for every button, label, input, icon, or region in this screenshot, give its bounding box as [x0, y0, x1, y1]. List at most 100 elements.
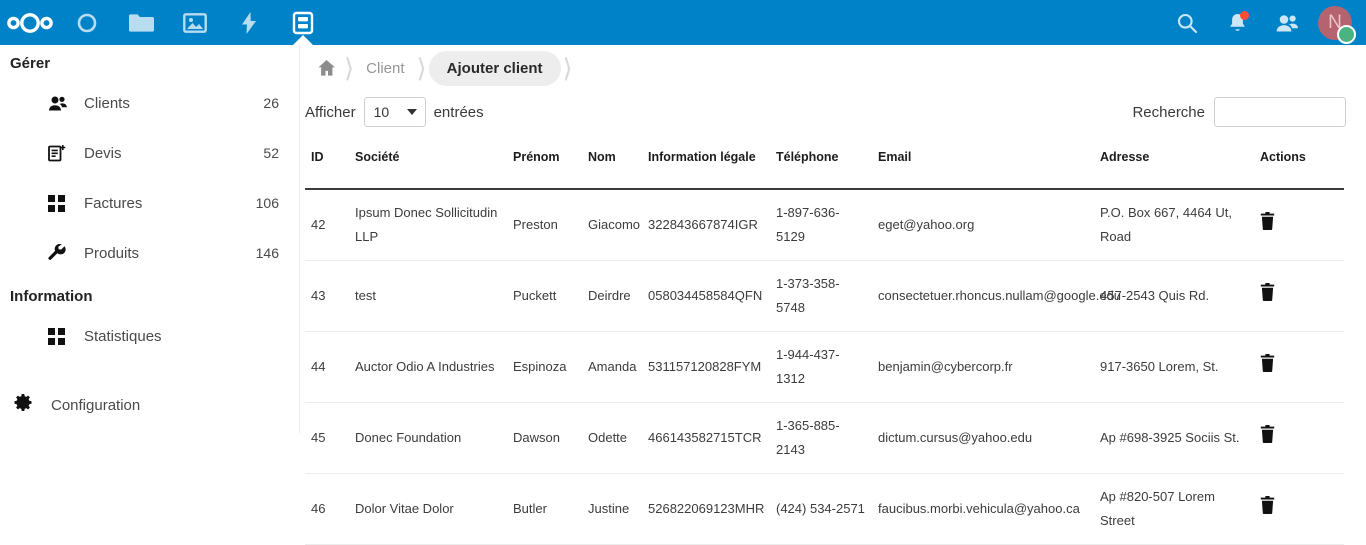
- cell-actions: [1254, 402, 1344, 474]
- sidebar-item-devis[interactable]: Devis 52: [0, 128, 299, 178]
- sidebar-item-label: Devis: [84, 144, 122, 162]
- cell-societe: Donec Foundation: [349, 402, 507, 474]
- column-header-email[interactable]: Email: [872, 137, 1094, 190]
- column-header-adresse[interactable]: Adresse: [1094, 137, 1254, 190]
- activity-icon[interactable]: [222, 0, 276, 45]
- dashboard-icon[interactable]: [60, 0, 114, 45]
- column-header-societe[interactable]: Société: [349, 137, 507, 190]
- sidebar-item-label: Configuration: [51, 396, 141, 414]
- table-row[interactable]: 45 Donec Foundation Dawson Odette 466143…: [305, 402, 1344, 474]
- cell-adresse: 457-2543 Quis Rd.: [1094, 260, 1254, 332]
- cell-adresse: P.O. Box 667, 4464 Ut, Road: [1094, 189, 1254, 261]
- grid-icon: [48, 194, 76, 212]
- cell-id: 44: [305, 331, 349, 403]
- cell-telephone: 1-897-636-5129: [770, 189, 872, 261]
- cell-actions: [1254, 260, 1344, 332]
- table-search-control: Recherche: [1132, 97, 1346, 127]
- breadcrumb-link-client[interactable]: Client: [366, 59, 405, 77]
- notification-badge: [1240, 11, 1249, 20]
- cell-legale: 322843667874IGR: [642, 189, 770, 261]
- search-label: Recherche: [1132, 103, 1205, 121]
- entries-suffix-label: entrées: [433, 103, 484, 121]
- sidebar-item-factures[interactable]: Factures 106: [0, 178, 299, 228]
- sidebar-section-title-gerer: Gérer: [10, 55, 51, 72]
- cell-nom: Amanda: [582, 331, 642, 403]
- cell-telephone: 1-373-358-5748: [770, 260, 872, 332]
- cell-id: 46: [305, 473, 349, 545]
- sidebar-item-clients[interactable]: Clients 26: [0, 78, 299, 128]
- cell-nom: Justine: [582, 473, 642, 545]
- trash-icon[interactable]: [1260, 212, 1275, 238]
- cell-telephone: (424) 534-2571: [770, 473, 872, 545]
- breadcrumb-separator: ⟩: [562, 53, 573, 83]
- trash-icon[interactable]: [1260, 496, 1275, 522]
- sidebar: Gérer Clients 26 Devis 52 Factures 106 P…: [0, 45, 300, 433]
- table-body: 42 Ipsum Donec Sollicitudin LLP Preston …: [305, 189, 1344, 545]
- cell-adresse: Ap #698-3925 Sociis St.: [1094, 402, 1254, 474]
- trash-icon[interactable]: [1260, 283, 1275, 309]
- cell-prenom: Espinoza: [507, 331, 582, 403]
- cell-telephone: 1-365-885-2143: [770, 402, 872, 474]
- sidebar-item-configuration[interactable]: Configuration: [0, 383, 300, 427]
- cell-legale: 531157120828FYM: [642, 331, 770, 403]
- breadcrumb-current-ajouter-client[interactable]: Ajouter client: [428, 50, 561, 86]
- files-icon[interactable]: [114, 0, 168, 45]
- cell-prenom: Preston: [507, 189, 582, 261]
- search-input[interactable]: [1214, 97, 1346, 127]
- table-row[interactable]: 43 test Puckett Deirdre 058034458584QFN …: [305, 260, 1344, 332]
- top-right-actions: N: [1162, 0, 1366, 45]
- breadcrumb-separator: ⟩: [344, 53, 355, 83]
- nextcloud-logo[interactable]: [0, 12, 60, 34]
- cell-nom: Odette: [582, 402, 642, 474]
- cell-actions: [1254, 189, 1344, 261]
- trash-icon[interactable]: [1260, 425, 1275, 451]
- cell-societe: Ipsum Donec Sollicitudin LLP: [349, 189, 507, 261]
- cell-actions: [1254, 331, 1344, 403]
- trash-icon[interactable]: [1260, 354, 1275, 380]
- contacts-icon[interactable]: [1262, 0, 1312, 45]
- column-header-telephone[interactable]: Téléphone: [770, 137, 872, 190]
- cell-prenom: Butler: [507, 473, 582, 545]
- cell-actions: [1254, 473, 1344, 545]
- column-header-information-legale[interactable]: Information légale: [642, 137, 770, 190]
- sidebar-item-produits[interactable]: Produits 146: [0, 228, 299, 278]
- cell-id: 43: [305, 260, 349, 332]
- cell-adresse: Ap #820-507 Lorem Street: [1094, 473, 1254, 545]
- search-icon[interactable]: [1162, 0, 1212, 45]
- gear-icon: [14, 393, 33, 417]
- avatar[interactable]: N: [1318, 5, 1356, 44]
- cell-societe: Auctor Odio A Industries: [349, 331, 507, 403]
- main-content: ⟩ Client ⟩ Ajouter client ⟩ Afficher 10 …: [301, 45, 1366, 545]
- home-icon[interactable]: [311, 59, 342, 77]
- clients-table: ID Société Prénom Nom Information légale…: [305, 137, 1344, 545]
- cell-email: dictum.cursus@yahoo.edu: [872, 402, 1094, 474]
- entries-length-control: Afficher 10 entrées: [305, 97, 484, 127]
- photos-icon[interactable]: [168, 0, 222, 45]
- entries-length-value: 10: [373, 104, 390, 120]
- sidebar-item-label: Clients: [84, 94, 130, 112]
- table-row[interactable]: 42 Ipsum Donec Sollicitudin LLP Preston …: [305, 189, 1344, 261]
- notifications-icon[interactable]: [1212, 0, 1262, 45]
- column-header-actions[interactable]: Actions: [1254, 137, 1344, 190]
- cell-societe: test: [349, 260, 507, 332]
- entries-length-select[interactable]: 10: [363, 97, 426, 127]
- sidebar-item-statistiques[interactable]: Statistiques: [0, 311, 299, 361]
- cell-nom: Giacomo: [582, 189, 642, 261]
- column-header-id[interactable]: ID: [305, 137, 349, 190]
- cell-legale: 058034458584QFN: [642, 260, 770, 332]
- chevron-down-icon: [406, 109, 417, 115]
- column-header-nom[interactable]: Nom: [582, 137, 642, 190]
- sidebar-item-count: 26: [263, 95, 279, 111]
- cell-email: benjamin@cybercorp.fr: [872, 331, 1094, 403]
- invoices-icon[interactable]: [276, 0, 330, 45]
- column-header-prenom[interactable]: Prénom: [507, 137, 582, 190]
- cell-email: faucibus.morbi.vehicula@yahoo.ca: [872, 473, 1094, 545]
- table-controls: Afficher 10 entrées Recherche: [301, 91, 1366, 137]
- users-icon: [48, 95, 76, 112]
- sidebar-item-label: Factures: [84, 194, 143, 212]
- cell-legale: 526822069123MHR: [642, 473, 770, 545]
- wrench-icon: [48, 244, 76, 262]
- sidebar-item-label: Produits: [84, 244, 140, 262]
- table-row[interactable]: 44 Auctor Odio A Industries Espinoza Ama…: [305, 331, 1344, 403]
- table-row[interactable]: 46 Dolor Vitae Dolor Butler Justine 5268…: [305, 473, 1344, 545]
